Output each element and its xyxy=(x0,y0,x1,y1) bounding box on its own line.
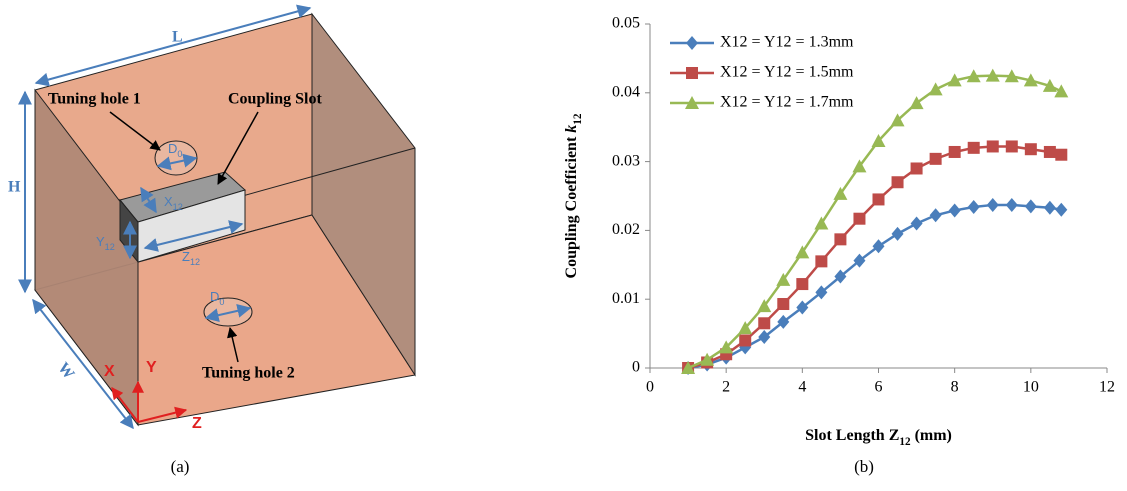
axis-name: Z xyxy=(192,415,202,432)
marker xyxy=(911,217,923,231)
marker xyxy=(815,255,827,267)
marker xyxy=(1025,199,1037,213)
dim-label-part: 12 xyxy=(173,202,183,212)
y-tick-label: 0 xyxy=(632,359,640,376)
marker xyxy=(1055,203,1067,217)
dim-label: L xyxy=(172,29,183,46)
dim-label-part: 0 xyxy=(219,297,224,307)
marker xyxy=(873,239,885,253)
x-tick-label: 2 xyxy=(722,379,730,396)
marker xyxy=(987,140,999,152)
x-tick-label: 8 xyxy=(951,379,959,396)
annotation: Tuning hole 1 xyxy=(48,91,141,108)
y-tick-label: 0.04 xyxy=(612,83,640,100)
marker xyxy=(1044,201,1056,215)
marker xyxy=(834,233,846,245)
annotation: Tuning hole 2 xyxy=(202,365,295,382)
dim-label-part: 12 xyxy=(190,257,200,267)
x-tick-label: 12 xyxy=(1099,379,1115,396)
x-tick-label: 0 xyxy=(646,379,654,396)
y-tick-label: 0.02 xyxy=(612,221,640,238)
marker xyxy=(796,278,808,290)
marker xyxy=(968,200,980,214)
y-tick-label: 0.01 xyxy=(612,290,640,307)
figure: L H W Tuning hole 1 Coupling Slot Tuning… xyxy=(0,0,1127,491)
dim-label-part: Z xyxy=(182,249,190,264)
marker xyxy=(853,213,865,225)
x-tick-label: 10 xyxy=(1023,379,1039,396)
marker xyxy=(892,227,904,241)
x-axis-title-part: (mm) xyxy=(915,427,952,444)
dim-label-part: D xyxy=(168,141,177,156)
axis-name: X xyxy=(104,363,115,380)
y-axis-title-part: k xyxy=(563,125,580,133)
marker xyxy=(892,176,904,188)
legend-label: X12 = Y12 = 1.3mm xyxy=(720,34,854,51)
marker xyxy=(949,146,961,158)
marker xyxy=(1006,198,1018,212)
marker xyxy=(929,82,943,95)
x-axis-title-part: 12 xyxy=(899,436,911,448)
caption: (a) xyxy=(171,457,190,476)
x-tick-label: 4 xyxy=(798,379,806,396)
y-axis-title-part: 12 xyxy=(572,113,584,125)
x-axis-title: Slot Length Z12 (mm) xyxy=(805,427,952,448)
marker xyxy=(739,334,751,346)
page: L H W Tuning hole 1 Coupling Slot Tuning… xyxy=(0,0,1127,491)
marker xyxy=(1044,146,1056,158)
marker xyxy=(930,208,942,222)
marker xyxy=(949,203,961,217)
marker xyxy=(1055,149,1067,161)
dim-label: W xyxy=(54,360,77,383)
legend-label: X12 = Y12 = 1.5mm xyxy=(720,64,854,81)
y-axis-title-part: Coupling Coefficient xyxy=(563,136,580,278)
marker xyxy=(814,217,828,230)
marker xyxy=(987,198,999,212)
marker xyxy=(911,162,923,174)
caption: (b) xyxy=(854,457,874,476)
axis-name: Y xyxy=(146,359,157,376)
marker xyxy=(968,142,980,154)
y-axis-title: Coupling Coefficient k12 xyxy=(563,113,584,278)
marker xyxy=(777,298,789,310)
marker xyxy=(795,245,809,258)
marker xyxy=(873,193,885,205)
legend-marker xyxy=(686,67,698,79)
dim-label-part: Y xyxy=(96,234,105,249)
y-tick-label: 0.03 xyxy=(612,152,640,169)
dim-label-part: X xyxy=(164,194,173,209)
dim-label-part: 0 xyxy=(177,149,182,159)
marker xyxy=(1025,143,1037,155)
marker xyxy=(758,317,770,329)
legend-label: X12 = Y12 = 1.7mm xyxy=(720,94,854,111)
dim-label-part: D xyxy=(210,289,219,304)
x-tick-label: 6 xyxy=(875,379,883,396)
x-axis-title-part: Slot Length Z xyxy=(805,427,899,444)
marker xyxy=(930,153,942,165)
annotation: Coupling Slot xyxy=(228,91,322,108)
dim-label-part: 12 xyxy=(105,242,115,252)
y-tick-label: 0.05 xyxy=(612,15,640,32)
dim-label: H xyxy=(8,179,21,196)
legend-marker xyxy=(686,36,698,50)
marker xyxy=(1054,84,1068,97)
marker xyxy=(1006,140,1018,152)
